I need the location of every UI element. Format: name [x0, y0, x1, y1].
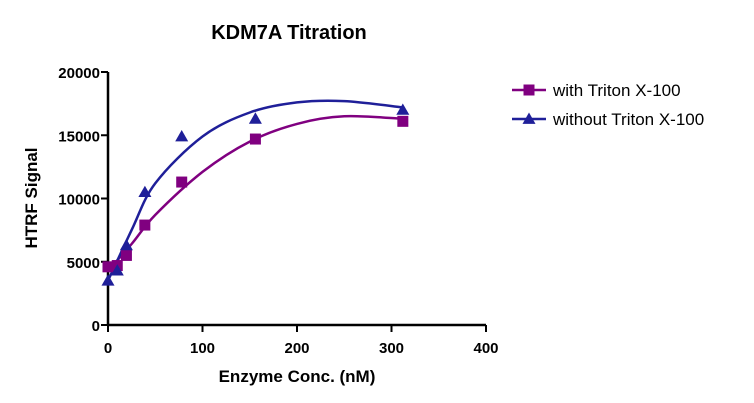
point-without-triton — [101, 274, 115, 286]
y-tick-label: 20000 — [58, 65, 100, 82]
fit-curve-without-triton — [106, 99, 403, 282]
point-with-triton — [139, 219, 151, 231]
point-without-triton — [138, 185, 152, 197]
y-tick-label: 10000 — [58, 192, 100, 209]
fit-curve-with-triton — [107, 114, 403, 272]
legend-marker-without-triton — [522, 112, 536, 124]
y-tick-label: 0 — [92, 318, 100, 335]
legend: with Triton X-100 without Triton X-100 — [512, 81, 704, 129]
point-without-triton — [175, 130, 189, 142]
chart-title: KDM7A Titration — [211, 22, 367, 44]
x-tick-label: 0 — [104, 340, 112, 357]
x-ticks: 0 100 200 300 400 — [104, 325, 499, 357]
data-points — [101, 103, 410, 286]
y-tick-label: 15000 — [58, 128, 100, 145]
point-with-triton — [102, 261, 114, 273]
fit-curves — [106, 99, 403, 282]
x-tick-label: 100 — [190, 340, 215, 357]
x-tick-label: 300 — [379, 340, 404, 357]
legend-label-without-triton: without Triton X-100 — [552, 110, 704, 129]
x-tick-label: 200 — [284, 340, 309, 357]
point-with-triton — [249, 133, 261, 145]
point-without-triton — [110, 264, 124, 276]
y-tick-label: 5000 — [67, 255, 100, 272]
point-without-triton — [248, 112, 262, 124]
legend-marker-with-triton — [523, 84, 535, 96]
point-with-triton — [176, 176, 188, 188]
point-with-triton — [120, 249, 132, 261]
axes — [106, 72, 486, 327]
y-axis-label: HTRF Signal — [22, 147, 41, 248]
x-axis-label: Enzyme Conc. (nM) — [219, 367, 376, 386]
y-ticks: 0 5000 10000 15000 20000 — [58, 65, 108, 335]
legend-label-with-triton: with Triton X-100 — [552, 81, 681, 100]
point-with-triton — [397, 115, 409, 127]
point-without-triton — [119, 238, 133, 251]
x-tick-label: 400 — [473, 340, 498, 357]
point-without-triton — [396, 103, 410, 115]
